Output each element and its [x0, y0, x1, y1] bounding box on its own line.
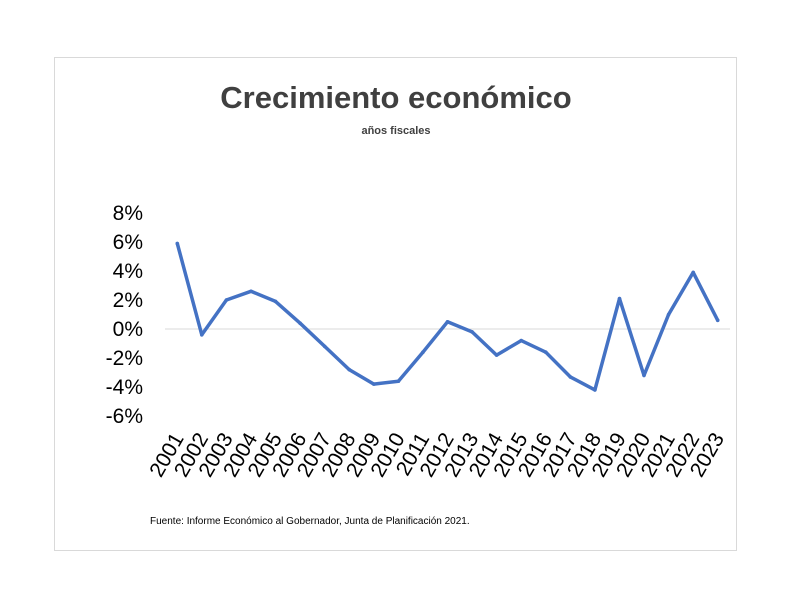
y-tick-label: 6% [113, 231, 143, 254]
data-point [322, 344, 327, 349]
data-point [298, 321, 302, 326]
chart-source: Fuente: Informe Económico al Gobernador,… [150, 516, 470, 527]
chart-subtitle: años fiscales [361, 125, 431, 137]
data-point [347, 367, 352, 372]
data-point [396, 379, 401, 384]
x-axis: 2001200220032004200520062007200820092010… [145, 429, 729, 481]
data-point [593, 388, 597, 392]
data-point [715, 318, 720, 323]
data-point [617, 296, 622, 301]
data-point [544, 350, 548, 355]
data-point [642, 373, 646, 378]
chart-frame [54, 57, 737, 551]
y-tick-label: 0% [113, 318, 143, 341]
data-point [249, 289, 253, 294]
data-point [273, 299, 278, 304]
data-point [421, 350, 425, 355]
data-point [372, 382, 376, 386]
y-tick-label: 4% [113, 260, 143, 283]
y-tick-label: 2% [113, 289, 143, 312]
y-tick-label: -4% [106, 376, 143, 399]
data-point [691, 270, 695, 275]
data-point [519, 338, 523, 343]
data-point [568, 375, 573, 379]
data-point [200, 333, 204, 337]
data-point [445, 320, 450, 324]
data-point [470, 330, 474, 334]
y-tick-label: 8% [113, 202, 143, 225]
data-point [494, 353, 499, 357]
y-tick-label: -6% [106, 405, 143, 428]
series-line [175, 241, 720, 392]
data-point [175, 241, 180, 246]
series-points [175, 241, 720, 392]
data-point [224, 298, 229, 302]
y-tick-label: -2% [106, 347, 143, 370]
chart-title: Crecimiento económico [220, 80, 572, 115]
data-point [666, 312, 671, 317]
y-axis: -6% -4% -2% 0% 2% 4% 6% 8% [106, 202, 143, 428]
